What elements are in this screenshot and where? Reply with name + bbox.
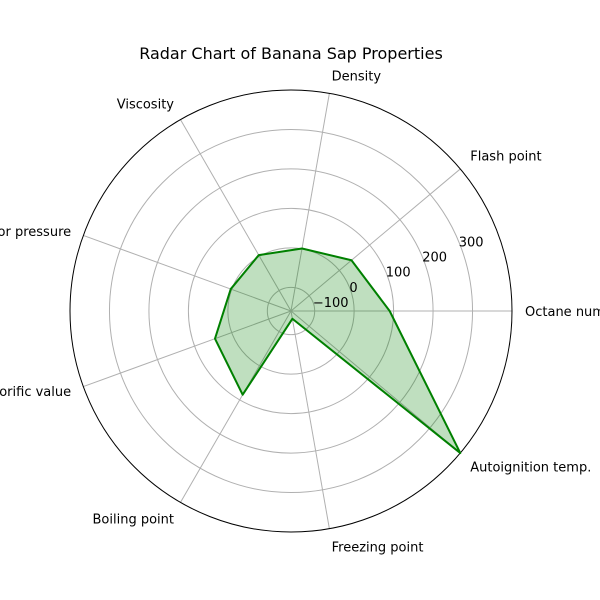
category-label: Calorific value (0, 385, 71, 400)
series-area (214, 248, 461, 454)
r-tick-label: 300 (459, 236, 484, 251)
category-label: Density (332, 70, 382, 85)
spoke-line (180, 119, 292, 312)
category-label: Flash point (470, 150, 541, 165)
r-tick-label: −100 (313, 296, 349, 311)
spoke-line (290, 93, 330, 312)
series-line (213, 247, 462, 455)
category-label: Boiling point (93, 513, 175, 528)
spoke-line (180, 310, 292, 503)
spoke-line (290, 310, 330, 529)
r-tick-label: 200 (422, 251, 447, 266)
spoke-line (83, 310, 292, 388)
data-layer (213, 247, 462, 455)
grid-layer (69, 89, 513, 533)
outer-ring (69, 89, 513, 533)
category-label: Vapor pressure (0, 225, 71, 240)
category-label: Freezing point (332, 540, 424, 555)
chart-title: Radar Chart of Banana Sap Properties (139, 44, 443, 63)
category-label: Octane number (525, 305, 600, 320)
spoke-line (290, 168, 461, 312)
category-label: Autoignition temp. (470, 460, 591, 475)
category-label: Viscosity (117, 97, 175, 112)
spoke-line (83, 234, 292, 312)
r-tick-label: 0 (349, 281, 357, 296)
r-tick-label: 100 (386, 266, 411, 281)
